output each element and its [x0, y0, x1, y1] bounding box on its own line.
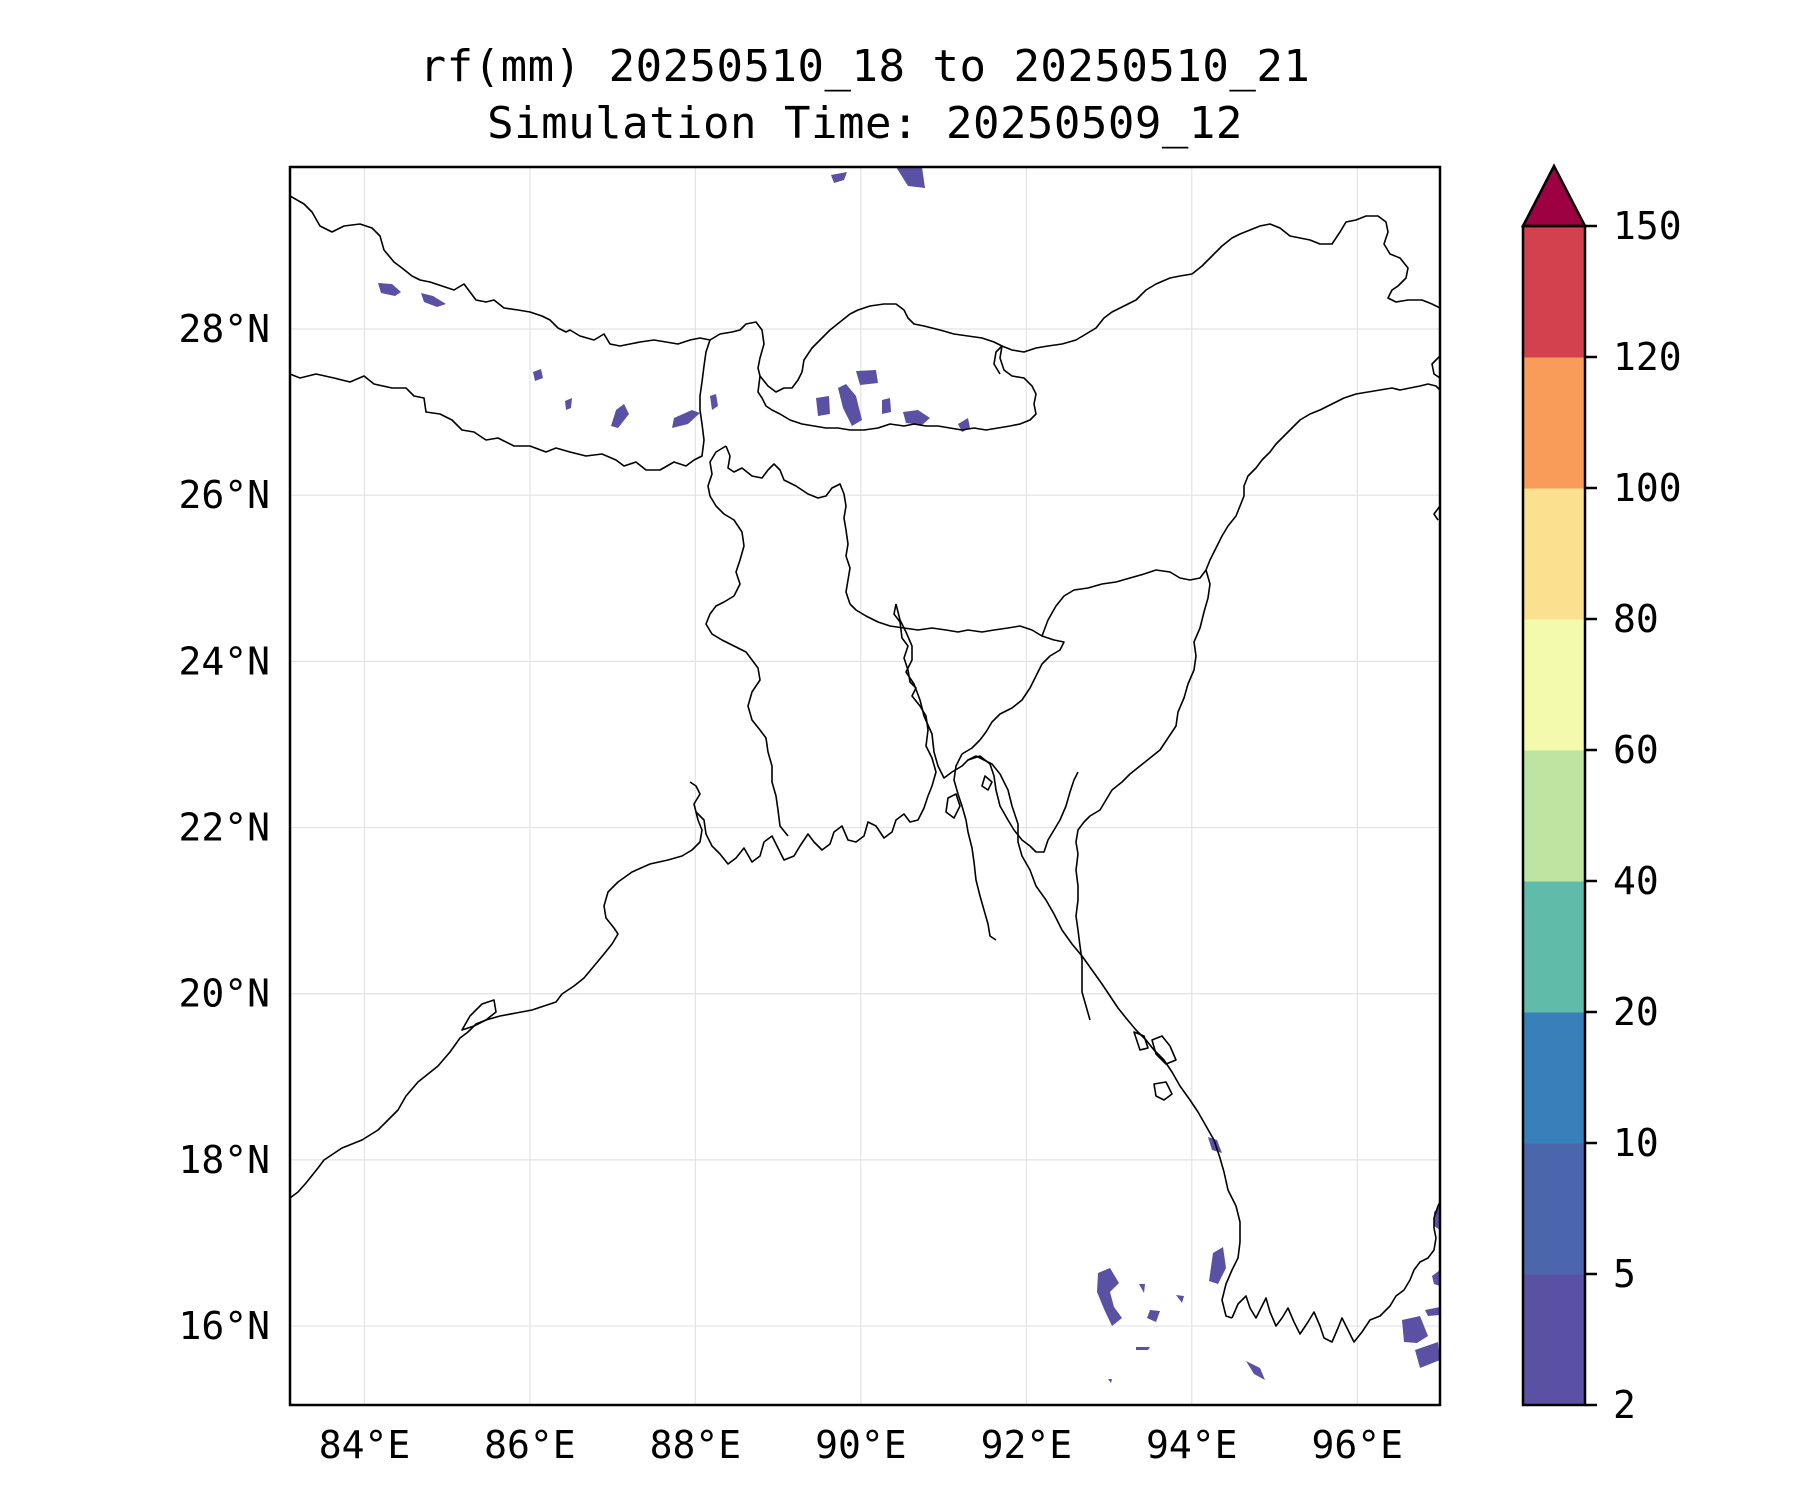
rain-patch: [378, 283, 401, 296]
rain-patch: [831, 172, 847, 183]
colorbar-segments: [1523, 226, 1585, 1406]
lon-tick-label: 88°E: [650, 1423, 742, 1467]
lon-tick-label: 86°E: [484, 1423, 576, 1467]
colorbar-ticks: 2 5 10 20 40 60 80 100 120 150: [1585, 204, 1682, 1427]
lon-tick-label: 96°E: [1312, 1423, 1404, 1467]
colorbar-level-label: 40: [1613, 859, 1659, 903]
rain-patch: [1415, 1342, 1440, 1368]
graticule: [290, 167, 1440, 1405]
rain-patch: [1425, 1307, 1440, 1316]
border-bangladesh-west-2: [705, 445, 789, 837]
border-arunachal: [1001, 215, 1440, 353]
title-line-1: rf(mm) 20250510_18 to 20250510_21: [419, 41, 1311, 92]
coastlines-and-borders: [290, 195, 1440, 1343]
border-bangladesh-west: [725, 445, 851, 605]
border-mizoram: [1075, 853, 1091, 1021]
border-assam-south: [1041, 383, 1440, 637]
rain-patch: [856, 370, 878, 385]
border-sikkim: [693, 321, 765, 461]
lon-tick-label: 84°E: [319, 1423, 411, 1467]
rain-patch: [1136, 1347, 1150, 1350]
map-title: rf(mm) 20250510_18 to 20250510_21 Simula…: [290, 38, 1440, 152]
rain-patch: [1209, 1247, 1226, 1284]
lat-tick-label: 22°N: [178, 806, 270, 850]
coastline-myanmar-delta: [1231, 1201, 1440, 1343]
colorbar-level-label: 2: [1613, 1383, 1636, 1427]
colorbar-extend-arrow: [1520, 163, 1588, 228]
rain-patch: [1402, 1316, 1428, 1343]
colorbar-segment: [1523, 1143, 1585, 1275]
lat-tick-label: 26°N: [178, 473, 270, 517]
rain-patch: [1176, 1295, 1184, 1303]
lon-tick-label: 90°E: [815, 1423, 907, 1467]
coastline-india-east: [290, 781, 703, 1199]
coastline-bangladesh-east: [895, 603, 1241, 1319]
border-manipur: [1075, 569, 1211, 855]
colorbar-level-label: 60: [1613, 728, 1659, 772]
colorbar-segment: [1523, 1274, 1585, 1406]
coastline-sundarbans: [695, 603, 937, 865]
rain-patch: [896, 167, 925, 188]
border-bhutan: [757, 303, 1037, 431]
rain-patch: [1139, 1284, 1145, 1293]
rainfall-areas: [378, 167, 1440, 1383]
lat-tick-label: 28°N: [178, 307, 270, 351]
colorbar-segment: [1523, 1012, 1585, 1144]
map-background: [290, 167, 1440, 1405]
border-bangladesh-east-tripura: [953, 739, 997, 941]
rain-patch: [1432, 1270, 1440, 1286]
border-east-edge: [1431, 355, 1440, 521]
colorbar-level-label: 100: [1613, 466, 1682, 510]
lon-tick-label: 94°E: [1146, 1423, 1238, 1467]
colorbar-segment: [1523, 226, 1585, 358]
colorbar-level-label: 20: [1613, 990, 1659, 1034]
island-ramree: [1151, 1035, 1177, 1065]
island-cheduba: [1153, 1081, 1173, 1101]
colorbar-level-label: 120: [1613, 335, 1682, 379]
rain-patch: [611, 404, 629, 428]
rain-patch: [421, 293, 446, 307]
rain-patch: [1108, 1379, 1112, 1383]
map-frame: [288, 165, 1442, 1407]
colorbar-segment: [1523, 357, 1585, 489]
border-tripura-loop: [967, 755, 1079, 853]
border-nepal-india: [290, 373, 695, 471]
colorbar: 2 5 10 20 40 60 80 100 120 150: [1520, 163, 1682, 1427]
colorbar-segment: [1523, 619, 1585, 751]
rain-patch: [816, 396, 830, 416]
colorbar-level-label: 10: [1613, 1121, 1659, 1165]
border-assam-bhutan-south: [993, 345, 1003, 375]
coastline-odisha-lake: [461, 999, 497, 1031]
rain-patch: [838, 384, 862, 426]
colorbar-segment: [1523, 488, 1585, 620]
colorbar-level-label: 80: [1613, 597, 1659, 641]
lat-tick-label: 24°N: [178, 639, 270, 683]
colorbar-segment: [1523, 750, 1585, 882]
rain-patch: [1246, 1361, 1265, 1380]
lat-tick-label: 20°N: [178, 972, 270, 1016]
rain-patch: [565, 398, 572, 410]
colorbar-level-label: 5: [1613, 1252, 1636, 1296]
rain-patch: [903, 410, 930, 425]
lon-tick-label: 92°E: [981, 1423, 1073, 1467]
rain-patch: [672, 410, 700, 428]
rain-patch: [533, 369, 543, 381]
border-bangladesh-north: [849, 603, 1065, 741]
map-axis-ticks: 84°E 86°E 88°E 90°E 92°E 94°E 96°E 16°N 18°N 20°N…: [178, 307, 1403, 1467]
island-arakan: [1133, 1031, 1149, 1051]
lake-small: [981, 775, 993, 791]
colorbar-level-label: 150: [1613, 204, 1682, 248]
island-bhola: [945, 793, 961, 819]
border-nepal-tibet: [290, 195, 711, 347]
colorbar-frame: [1521, 224, 1587, 1407]
rain-patch: [710, 394, 718, 410]
title-line-2: Simulation Time: 20250509_12: [487, 98, 1243, 149]
rain-patch: [882, 398, 891, 414]
rain-patch: [1147, 1310, 1160, 1322]
lat-tick-label: 16°N: [178, 1304, 270, 1348]
lat-tick-label: 18°N: [178, 1138, 270, 1182]
colorbar-segment: [1523, 881, 1585, 1013]
rain-patch: [1097, 1268, 1122, 1326]
